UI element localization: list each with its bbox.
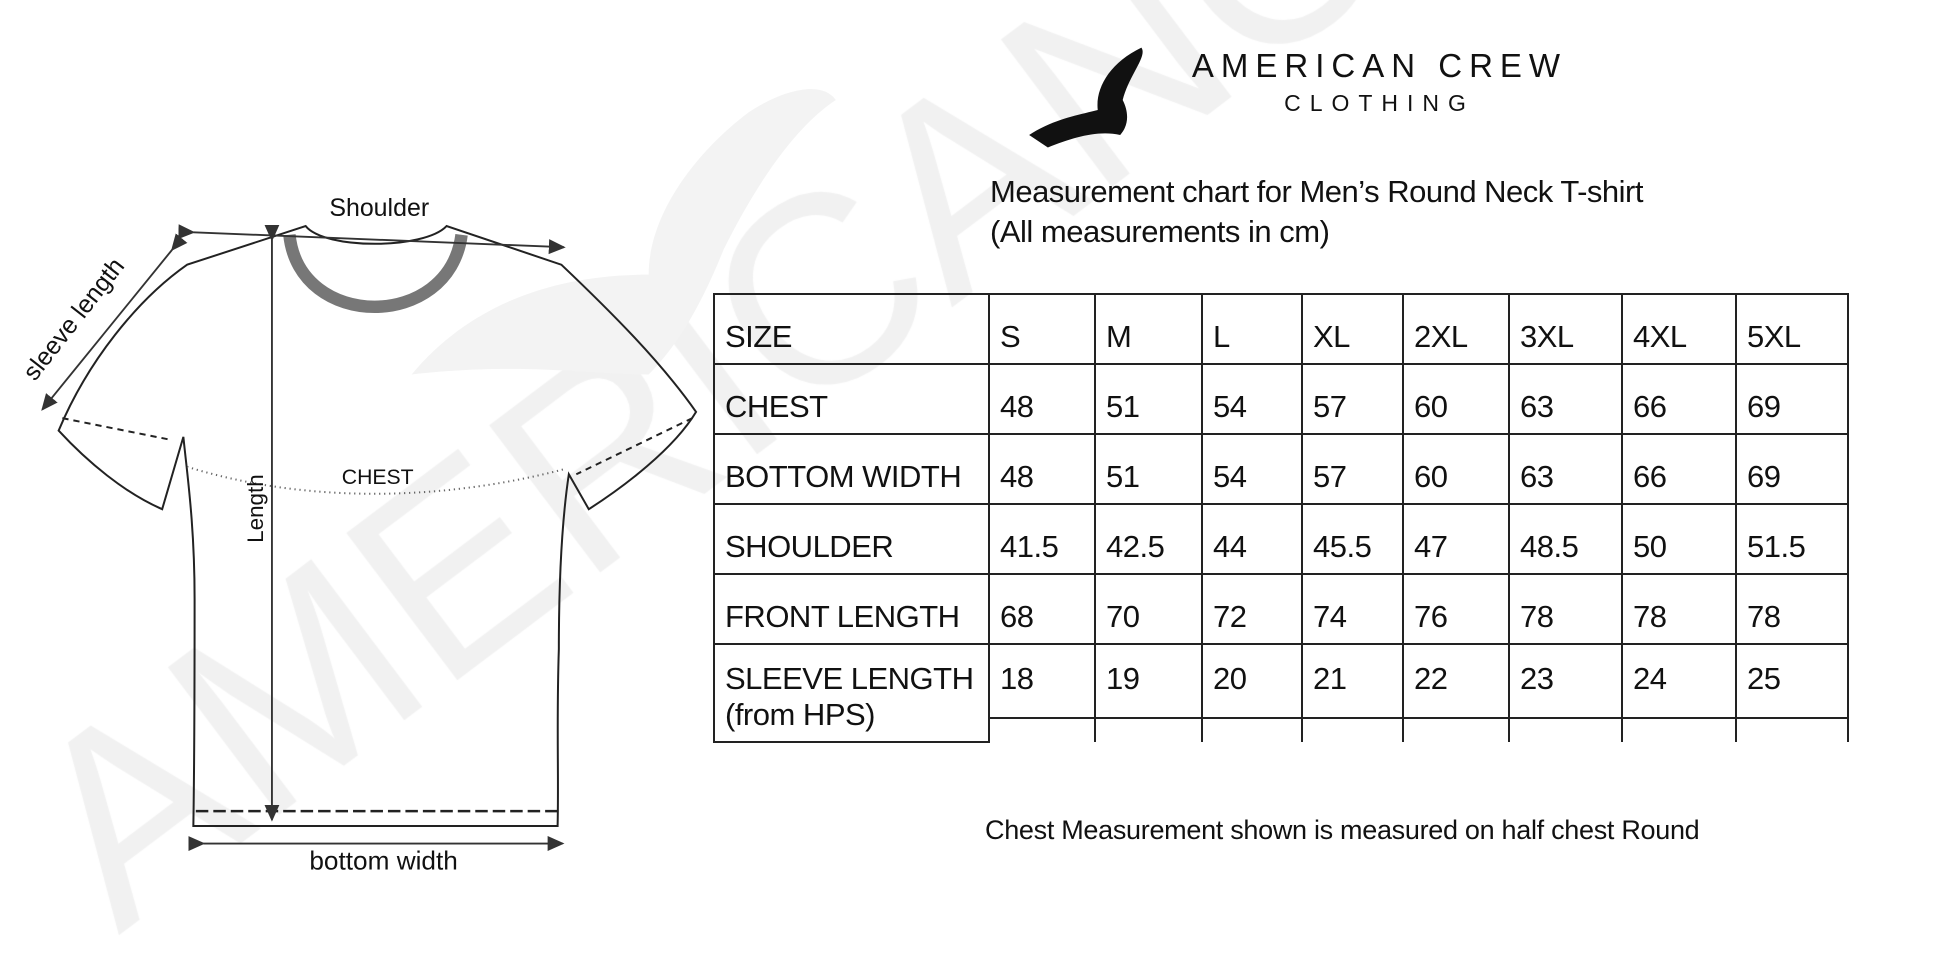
- value-cell: 57: [1301, 363, 1404, 435]
- value-cell: 63: [1508, 363, 1623, 435]
- value-cell: 22: [1402, 643, 1510, 742]
- header-row: SIZE S M L XL 2XL 3XL 4XL 5XL: [713, 293, 1849, 365]
- value-cell: 51.5: [1735, 503, 1849, 575]
- value-cell: 44: [1201, 503, 1303, 575]
- value-cell: 47: [1402, 503, 1510, 575]
- header-cell: 2XL: [1402, 293, 1510, 365]
- value-cell: 78: [1508, 573, 1623, 645]
- header-cell: 4XL: [1621, 293, 1737, 365]
- value-cell: 66: [1621, 363, 1737, 435]
- value-cell: 45.5: [1301, 503, 1404, 575]
- value-cell: 21: [1301, 643, 1404, 742]
- value-cell: 54: [1201, 363, 1303, 435]
- value-cell: 20: [1201, 643, 1303, 742]
- value-cell: 68: [988, 573, 1096, 645]
- chart-title: Measurement chart for Men’s Round Neck T…: [990, 172, 1643, 252]
- value-cell: 18: [988, 643, 1096, 742]
- row-label-text: CHEST: [725, 389, 828, 424]
- value-cell: 78: [1621, 573, 1737, 645]
- logo-eagle-icon: [1029, 47, 1143, 148]
- value-cell: 48.5: [1508, 503, 1623, 575]
- table-row: CHEST 48 51 54 57 60 63 66 69: [713, 363, 1849, 435]
- value-cell: 19: [1094, 643, 1203, 742]
- row-label-text: BOTTOM WIDTH: [725, 459, 962, 494]
- row-label: FRONT LENGTH: [713, 573, 990, 645]
- label-length: Length: [243, 474, 268, 543]
- value-cell: 78: [1735, 573, 1849, 645]
- row-label-text: SLEEVE LENGTH: [725, 661, 974, 696]
- value-cell: 69: [1735, 363, 1849, 435]
- value-cell: 69: [1735, 433, 1849, 505]
- header-cell: M: [1094, 293, 1203, 365]
- value-cell: 66: [1621, 433, 1737, 505]
- row-label-sub: (from HPS): [725, 697, 876, 732]
- value-cell: 74: [1301, 573, 1404, 645]
- brand-name: AMERICAN CREW: [1191, 47, 1568, 84]
- table-row: BOTTOM WIDTH 48 51 54 57 60 63 66 69: [713, 433, 1849, 505]
- value-cell: 48: [988, 363, 1096, 435]
- header-cell: 5XL: [1735, 293, 1849, 365]
- tshirt-outline: [57, 224, 698, 828]
- row-label: CHEST: [713, 363, 990, 435]
- header-cell: SIZE: [713, 293, 990, 365]
- brand-sub: CLOTHING: [1284, 90, 1475, 116]
- value-cell: 50: [1621, 503, 1737, 575]
- value-cell: 25: [1735, 643, 1849, 742]
- value-cell: 72: [1201, 573, 1303, 645]
- size-table: SIZE S M L XL 2XL 3XL 4XL 5XL CHEST 48 51 5…: [713, 293, 1849, 743]
- value-cell: 76: [1402, 573, 1510, 645]
- header-cell: XL: [1301, 293, 1404, 365]
- label-shoulder: Shoulder: [329, 194, 429, 222]
- value-cell: 41.5: [988, 503, 1096, 575]
- value-cell: 51: [1094, 433, 1203, 505]
- value-cell: 23: [1508, 643, 1623, 742]
- header-cell: 3XL: [1508, 293, 1623, 365]
- footnote: Chest Measurement shown is measured on h…: [985, 815, 1700, 845]
- row-label-text: SHOULDER: [725, 529, 894, 564]
- value-cell: 24: [1621, 643, 1737, 742]
- value-cell: 60: [1402, 433, 1510, 505]
- row-label: BOTTOM WIDTH: [713, 433, 990, 505]
- header-cell: S: [988, 293, 1096, 365]
- header-cell: L: [1201, 293, 1303, 365]
- table-row: SHOULDER 41.5 42.5 44 45.5 47 48.5 50 51.5: [713, 503, 1849, 575]
- row-label-text: FRONT LENGTH: [725, 599, 960, 634]
- row-label: SHOULDER: [713, 503, 990, 575]
- value-cell: 63: [1508, 433, 1623, 505]
- title-line1: Measurement chart for Men’s Round Neck T…: [990, 174, 1643, 209]
- brand-logo: AMERICAN CREW CLOTHING: [1182, 46, 1577, 120]
- value-cell: 42.5: [1094, 503, 1203, 575]
- value-cell: 51: [1094, 363, 1203, 435]
- table-row: SLEEVE LENGTH (from HPS) 18 19 20 21 22 23 24 25: [713, 643, 1849, 743]
- row-label: SLEEVE LENGTH (from HPS): [713, 643, 990, 743]
- label-chest: CHEST: [342, 466, 414, 489]
- value-cell: 48: [988, 433, 1096, 505]
- label-sleeve-length: sleeve length: [18, 253, 131, 386]
- watermark-eagle: [411, 89, 836, 375]
- table-row: FRONT LENGTH 68 70 72 74 76 78 78 78: [713, 573, 1849, 645]
- value-cell: 54: [1201, 433, 1303, 505]
- title-line2: (All measurements in cm): [990, 214, 1330, 249]
- label-bottom-width: bottom width: [309, 846, 457, 876]
- value-cell: 60: [1402, 363, 1510, 435]
- value-cell: 57: [1301, 433, 1404, 505]
- value-cell: 70: [1094, 573, 1203, 645]
